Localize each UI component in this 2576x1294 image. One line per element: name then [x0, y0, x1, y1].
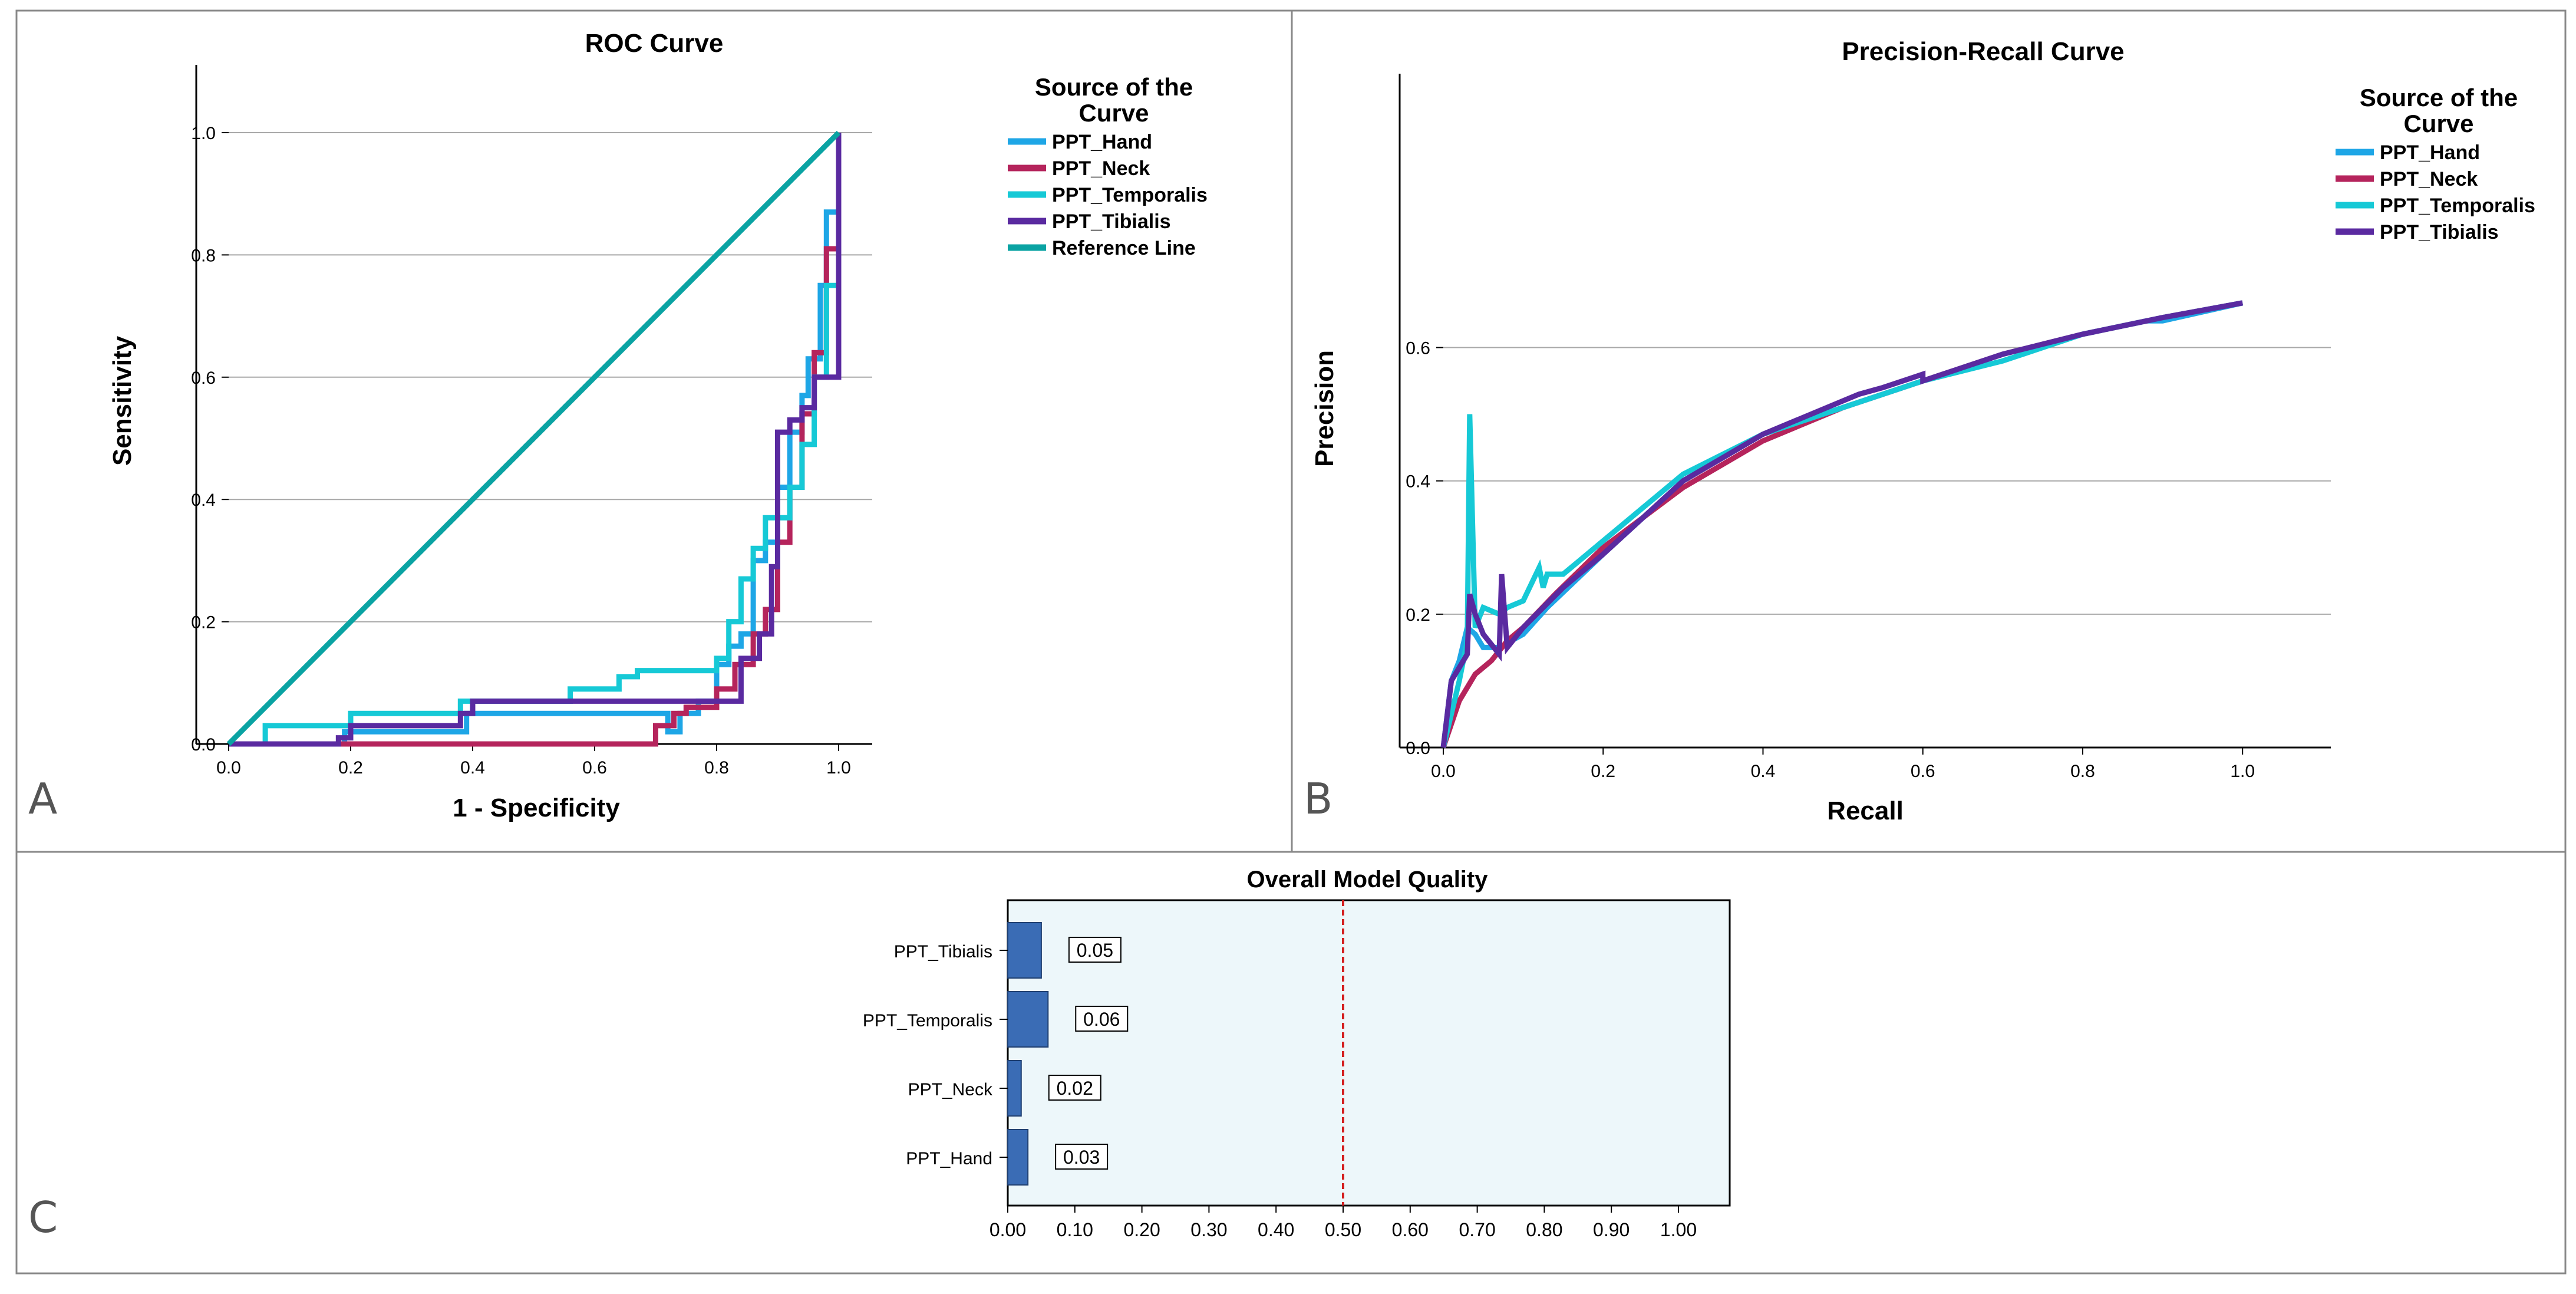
value-label: 0.02	[1057, 1078, 1093, 1099]
series-line-ppt-temporalis	[229, 133, 842, 747]
x-tick-label: 0.2	[338, 758, 363, 778]
model-quality-chart: Overall Model Quality 0.05 0.06 0.02 0.03 P…	[863, 867, 1731, 1240]
quality-bars: 0.05 0.06 0.02 0.03	[1007, 900, 1344, 1206]
x-tick-label: 0.40	[1258, 1219, 1294, 1240]
x-tick-label: 0.10	[1057, 1219, 1093, 1240]
x-tick-label: 0.80	[1526, 1219, 1562, 1240]
x-tick-label: 0.4	[1751, 762, 1776, 781]
roc-ticks: 0.0 0.2 0.4 0.6 0.8 1.0 0.0 0.2 0.4 0.6 0.8 1.0	[191, 124, 851, 778]
x-tick-label: 0.6	[582, 758, 607, 778]
x-tick-label: 0.30	[1190, 1219, 1227, 1240]
x-tick-label: 0.20	[1123, 1219, 1160, 1240]
x-tick-label: 1.0	[2230, 762, 2255, 781]
precision-recall-chart: Precision-Recall Curve 0.00.20.40.60.0 0.…	[1310, 37, 2535, 825]
y-tick-label: 0.0	[191, 735, 216, 755]
x-tick-label: 0.60	[1392, 1219, 1429, 1240]
bar	[1007, 1060, 1022, 1117]
quality-plot-area	[1007, 899, 1731, 1207]
quality-ticks: PPT_Tibialis PPT_Temporalis PPT_Neck PPT_Ha…	[863, 942, 1697, 1240]
series-line-ppt-neck	[1440, 300, 2244, 749]
series-line-ppt-temporalis	[1440, 300, 2244, 749]
pr-gridlines	[1443, 347, 2331, 615]
bar	[1007, 922, 1042, 979]
series-line-ppt-tibialis	[229, 133, 842, 747]
value-label-box	[1068, 937, 1122, 963]
panel-letter-b: B	[1304, 774, 1332, 824]
x-tick-label: 0.90	[1593, 1219, 1630, 1240]
roc-x-label: 1 - Specificity	[453, 793, 620, 822]
value-label-box	[1055, 1144, 1109, 1170]
pr-series	[1440, 300, 2244, 749]
x-tick-label: 0.50	[1325, 1219, 1361, 1240]
value-label: 0.06	[1083, 1009, 1120, 1030]
pr-title: Precision-Recall Curve	[1842, 37, 2124, 66]
legend-item-label: PPT_Neck	[1052, 157, 1150, 180]
series-line-reference-line	[226, 130, 841, 746]
legend-item-label: PPT_Temporalis	[2380, 195, 2535, 217]
bar	[1007, 991, 1049, 1048]
quality-title: Overall Model Quality	[1246, 867, 1488, 893]
value-label: 0.03	[1063, 1147, 1100, 1168]
category-label: PPT_Hand	[906, 1149, 992, 1168]
y-tick-label: 0.4	[1406, 472, 1430, 492]
roc-series	[226, 130, 842, 747]
series-line-ppt-hand	[1440, 300, 2244, 748]
panel-letter-c: C	[28, 1193, 58, 1242]
category-label: PPT_Neck	[908, 1080, 993, 1099]
bar	[1007, 1129, 1029, 1186]
y-tick-label: 0.4	[191, 490, 216, 510]
y-tick-label: 0.8	[191, 246, 216, 265]
legend-title: Source of the Curve	[2360, 84, 2518, 137]
y-tick-label: 0.6	[191, 368, 216, 388]
legend-item-label: PPT_Hand	[1052, 131, 1152, 153]
x-tick-label: 0.0	[1431, 762, 1456, 781]
roc-y-label: Sensitivity	[108, 335, 137, 466]
roc-title: ROC Curve	[585, 29, 724, 58]
category-label: PPT_Temporalis	[863, 1011, 992, 1030]
legend-title: Source of the Curve	[1035, 73, 1193, 127]
legend-item-label: PPT_Hand	[2380, 141, 2480, 164]
legend-item-label: PPT_Temporalis	[1052, 184, 1208, 206]
value-label-box	[1075, 1006, 1129, 1032]
pr-legend: Source of the Curve PPT_Hand PPT_Neck PPT_Te…	[2336, 84, 2535, 243]
y-tick-label: 0.6	[1406, 339, 1430, 358]
legend-item-label: PPT_Neck	[2380, 168, 2478, 190]
roc-legend: Source of the Curve PPT_Hand PPT_Neck PPT_Te…	[1008, 73, 1208, 259]
x-tick-label: 0.70	[1459, 1219, 1495, 1240]
y-tick-label: 0.0	[1406, 739, 1430, 758]
value-label-box	[1048, 1075, 1101, 1101]
series-line-ppt-tibialis	[1440, 300, 2244, 748]
pr-y-label: Precision	[1310, 350, 1339, 467]
value-label: 0.05	[1077, 940, 1113, 961]
y-tick-label: 0.2	[191, 613, 216, 633]
x-tick-label: 1.0	[826, 758, 851, 778]
y-tick-label: 0.2	[1406, 605, 1430, 625]
x-tick-label: 0.8	[704, 758, 729, 778]
legend-item-label: PPT_Tibialis	[2380, 221, 2499, 243]
x-tick-label: 0.6	[1911, 762, 1935, 781]
pr-x-label: Recall	[1827, 796, 1904, 825]
series-line-ppt-hand	[229, 133, 842, 747]
x-tick-label: 1.00	[1660, 1219, 1697, 1240]
x-tick-label: 0.00	[989, 1219, 1026, 1240]
legend-item-label: PPT_Tibialis	[1052, 210, 1171, 233]
roc-chart: ROC Curve 0.0 0.2 0.4 0.6 0.8 1.0 0.0 0.2 0.4 0.6…	[108, 29, 1208, 822]
legend-item-label: Reference Line	[1052, 237, 1196, 259]
x-tick-label: 0.2	[1591, 762, 1615, 781]
category-label: PPT_Tibialis	[894, 942, 992, 962]
panel-letter-a: A	[28, 774, 57, 824]
y-tick-label: 1.0	[191, 124, 216, 143]
x-tick-label: 0.4	[460, 758, 485, 778]
x-tick-label: 0.0	[216, 758, 241, 778]
x-tick-label: 0.8	[2070, 762, 2095, 781]
pr-ticks: 0.0 0.2 0.4 0.6 0.0 0.2 0.4 0.6 0.8 1.0	[1406, 339, 2255, 781]
